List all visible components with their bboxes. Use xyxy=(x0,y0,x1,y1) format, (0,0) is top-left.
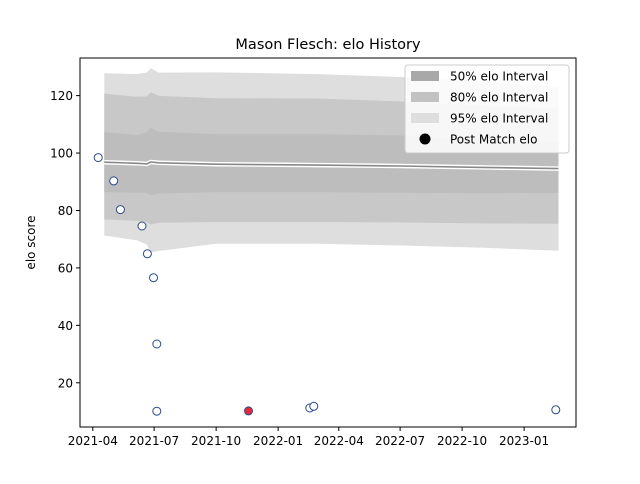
legend-label-4: Post Match elo xyxy=(450,133,537,147)
y-axis: 20 40 60 80 100 120 xyxy=(50,89,80,390)
x-tick-label-5: 2022-04 xyxy=(314,434,364,448)
x-tick-label-3: 2021-10 xyxy=(191,434,241,448)
x-axis: 2021-04 2021-07 2021-10 2022-01 2022-04 2022-… xyxy=(68,427,549,448)
points-layer xyxy=(93,153,561,416)
x-tick-label-4: 2022-01 xyxy=(253,434,303,448)
mean-line-layer xyxy=(104,159,559,171)
y-tick-label-2: 40 xyxy=(58,319,73,333)
legend-label-3: 95% elo Interval xyxy=(450,112,548,126)
mean-line xyxy=(104,161,559,170)
y-axis-label: elo score xyxy=(24,215,38,269)
x-tick-label-8: 2023-01 xyxy=(499,434,549,448)
x-tick-label-1: 2021-04 xyxy=(68,434,118,448)
x-tick-label-7: 2022-10 xyxy=(437,434,487,448)
post-match-point-11 xyxy=(309,401,319,411)
post-match-point-3 xyxy=(115,205,125,215)
post-match-point-7 xyxy=(152,339,162,349)
post-match-point-8 xyxy=(152,406,162,416)
plot-frame xyxy=(79,57,577,428)
legend-label-1: 50% elo Interval xyxy=(450,70,548,84)
legend-swatch-3 xyxy=(411,113,439,123)
legend: 50% elo Interval 80% elo Interval 95% elo … xyxy=(404,64,570,154)
x-tick-label-6: 2022-07 xyxy=(375,434,425,448)
legend-label-2: 80% elo Interval xyxy=(450,91,548,105)
post-match-point-1 xyxy=(93,153,103,163)
legend-box xyxy=(404,64,570,154)
legend-marker-4 xyxy=(419,133,431,145)
post-match-point-2 xyxy=(109,176,119,186)
post-match-point-9 xyxy=(244,406,253,416)
y-tick-label-3: 60 xyxy=(58,261,73,275)
y-tick-label-1: 20 xyxy=(58,376,73,390)
chart-title: Mason Flesch: elo History xyxy=(235,37,421,53)
post-match-point-12 xyxy=(551,405,561,415)
post-match-point-4 xyxy=(137,221,147,231)
y-tick-label-4: 80 xyxy=(58,204,73,218)
x-tick-label-2: 2021-07 xyxy=(129,434,179,448)
legend-swatch-1 xyxy=(411,71,439,81)
post-match-point-5 xyxy=(142,249,152,259)
y-tick-label-5: 100 xyxy=(50,147,73,161)
legend-swatch-2 xyxy=(411,92,439,102)
post-match-point-6 xyxy=(149,273,158,283)
y-tick-label-6: 120 xyxy=(50,89,73,103)
